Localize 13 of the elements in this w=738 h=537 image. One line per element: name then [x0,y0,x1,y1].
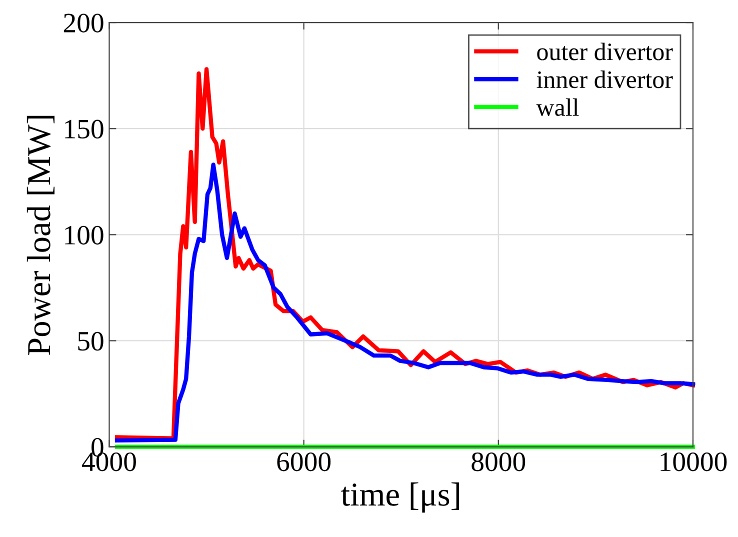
legend-label: inner divertor [536,70,673,88]
line-series [114,162,696,443]
y-axis-title: Power load [MW] [26,116,54,355]
x-tick-label: 8000 [472,452,526,472]
y-tick-label: 200 [64,14,104,32]
legend-label: wall [536,98,579,116]
y-tick-label: 50 [78,332,104,351]
x-tick-label: 10000 [660,452,727,472]
x-tick-label: 6000 [277,452,331,472]
x-axis-title: time [μs] [341,482,459,513]
y-tick-label: 150 [65,120,104,139]
legend-label: outer divertor [537,42,673,60]
y-tick-label: 100 [65,226,104,245]
